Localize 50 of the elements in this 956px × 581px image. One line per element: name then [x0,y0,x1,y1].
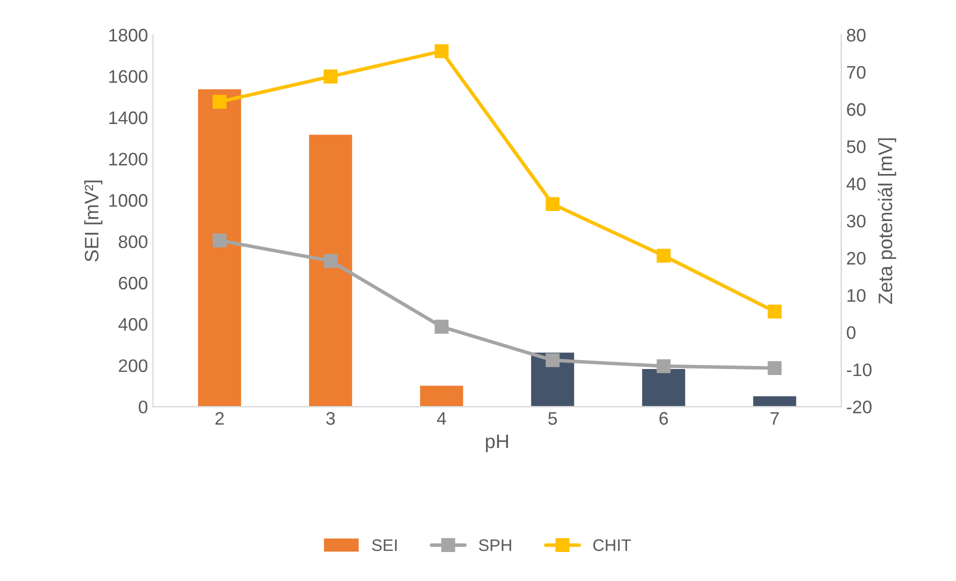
point [324,70,338,84]
y-tick-label: 1000 [109,194,148,207]
point [434,44,449,58]
point [656,359,671,374]
point [656,248,671,263]
y-tick-label: 1200 [109,152,148,166]
bar [640,368,687,407]
y-axis-title: SEI [mV²] [84,180,102,262]
point [546,197,560,211]
y-tick-label: 1600 [109,70,148,83]
y-tick-label: 600 [118,276,148,290]
y2-tick-label: 60 [847,103,866,116]
x-tick-label: 7 [770,412,779,425]
y2-tick-label: 10 [848,289,866,302]
x-tick-label: 3 [326,412,335,425]
x-tick-label: 4 [437,412,446,425]
x-axis-title: pH [486,434,508,452]
x-tick-label: 2 [215,412,224,425]
point [324,254,338,268]
y2-tick-label: 20 [847,252,866,265]
bar [308,133,354,407]
point [768,361,782,375]
y-tick-label: 200 [118,359,148,372]
y2-tick-label: 80 [846,28,866,42]
legend-label: SEI [372,539,397,552]
x-tick-label: 6 [660,412,668,425]
bar [752,394,798,407]
y2-tick-label: 0 [846,326,856,340]
point [768,304,782,318]
legend-label: SPH [478,539,512,552]
bar [418,384,465,407]
y2-tick-label: 30 [846,214,866,228]
y2-tick-label: -10 [846,363,872,376]
bar [196,88,242,407]
x-tick-label: 5 [548,412,557,425]
y2-tick-label: 50 [846,140,866,154]
y2-tick-label: 70 [847,66,866,79]
y-tick-label: 1400 [109,111,148,124]
y-tick-label: 400 [118,318,148,331]
y-tick-label: 0 [138,400,148,414]
point [434,320,449,334]
point [212,234,227,248]
y-tick-label: 1800 [109,28,148,42]
y2-axis-title: Zeta potenciál [mV] [878,138,896,304]
y-tick-label: 800 [118,235,148,248]
y2-tick-label: 40 [846,178,866,190]
legend-label: CHIT [593,539,631,552]
y2-tick-label: -20 [846,400,872,414]
point [546,353,560,368]
point [212,94,227,109]
